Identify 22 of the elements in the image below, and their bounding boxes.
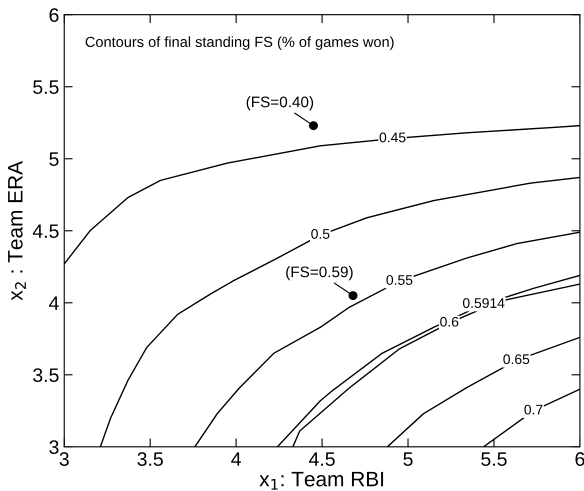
x-tick-label: 5.5 — [481, 452, 507, 466]
annotation: (FS=0.40) — [246, 96, 314, 110]
y-tick-label: 3 — [49, 440, 59, 454]
x-axis-title: x$_{1}$: Team RBI — [259, 472, 384, 490]
y-tick-label: 4 — [49, 296, 59, 310]
y-tick-label: 5.5 — [33, 80, 59, 94]
y-tick-label: 4.5 — [32, 224, 59, 238]
point — [308, 121, 318, 130]
y-tick-label: 5 — [49, 152, 59, 166]
x-tick-label: 3 — [60, 452, 69, 466]
x-tick-label: 4 — [231, 452, 241, 466]
series-label: 0.5 — [311, 228, 330, 239]
x-tick-label: 5 — [403, 452, 413, 466]
y-tick-label: 3.5 — [33, 368, 59, 382]
x-tick-label: 3.5 — [137, 452, 163, 466]
x-tick-label: 6 — [575, 452, 584, 466]
annotation: (FS=0.59) — [286, 266, 353, 280]
y-axis-title: x$_{2}$ : Team ERA — [8, 161, 26, 300]
annotation: Contours of final standing FS (% of games won) — [86, 36, 394, 50]
point — [348, 291, 358, 300]
x-tick-label: 4.5 — [309, 452, 335, 466]
y-tick-label: 6 — [50, 8, 59, 22]
